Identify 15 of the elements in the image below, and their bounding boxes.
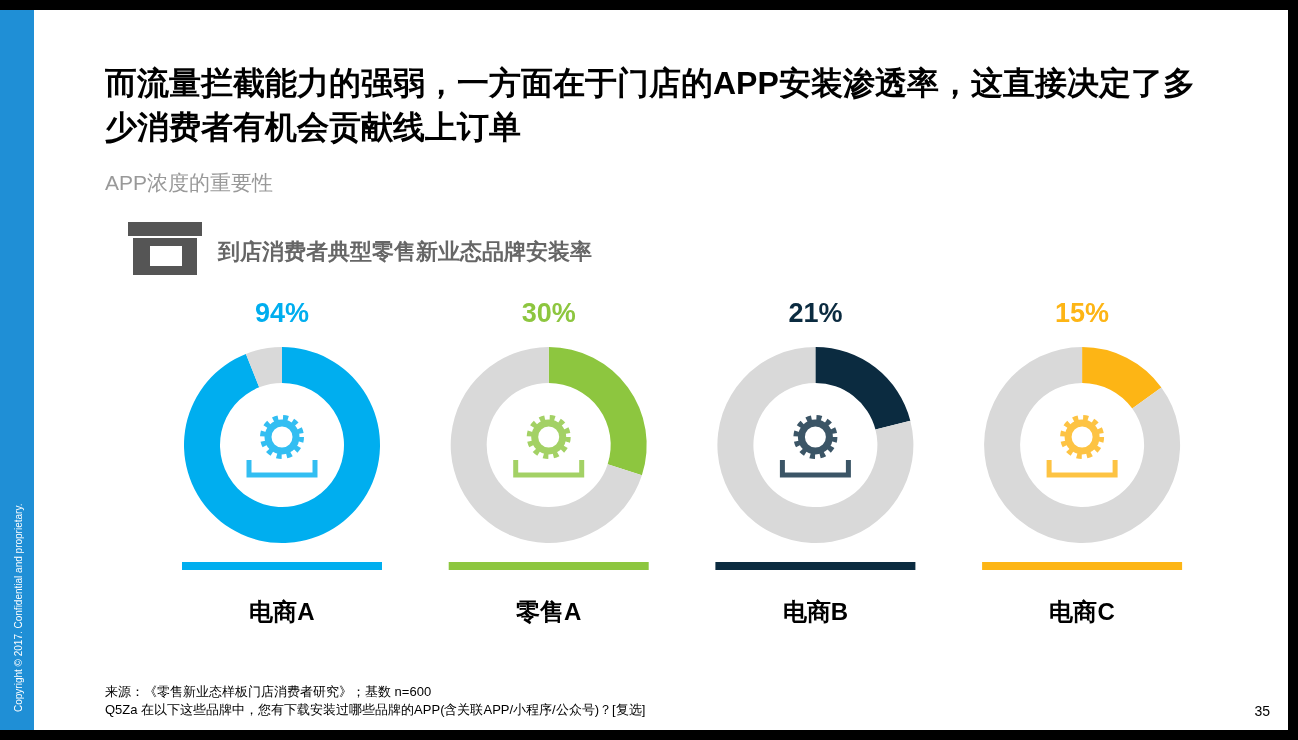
text: 零售A bbox=[516, 598, 582, 625]
text: 电商C bbox=[1049, 598, 1115, 625]
text: Q5Za 在以下这些品牌中，您有下载安装过哪些品牌的APP(含关联APP/小程序/公众号)？[复选] bbox=[105, 702, 646, 717]
text: 到店消费者典型零售新业态品牌安装率 bbox=[217, 239, 592, 264]
text: 35 bbox=[1254, 703, 1271, 719]
text: 电商A bbox=[249, 598, 315, 625]
data-label: 15% bbox=[1055, 298, 1110, 328]
text: 而流量拦截能力的强弱，一方面在于门店的APP安装渗透率，这直接决定了多少消费者有机会贡献线上订单 bbox=[104, 65, 1195, 145]
data-label: 21% bbox=[788, 298, 843, 328]
data-label: 94% bbox=[254, 298, 310, 328]
source-note: 来源：《零售新业态样板门店消费者研究》；基数 n=600 bbox=[105, 684, 432, 699]
text: 电商B bbox=[782, 598, 849, 625]
data-label: 30% bbox=[521, 298, 576, 328]
text: APP浓度的重要性 bbox=[105, 171, 274, 194]
text: Copyright © 2017. Confidential and proprietary. bbox=[13, 503, 24, 712]
